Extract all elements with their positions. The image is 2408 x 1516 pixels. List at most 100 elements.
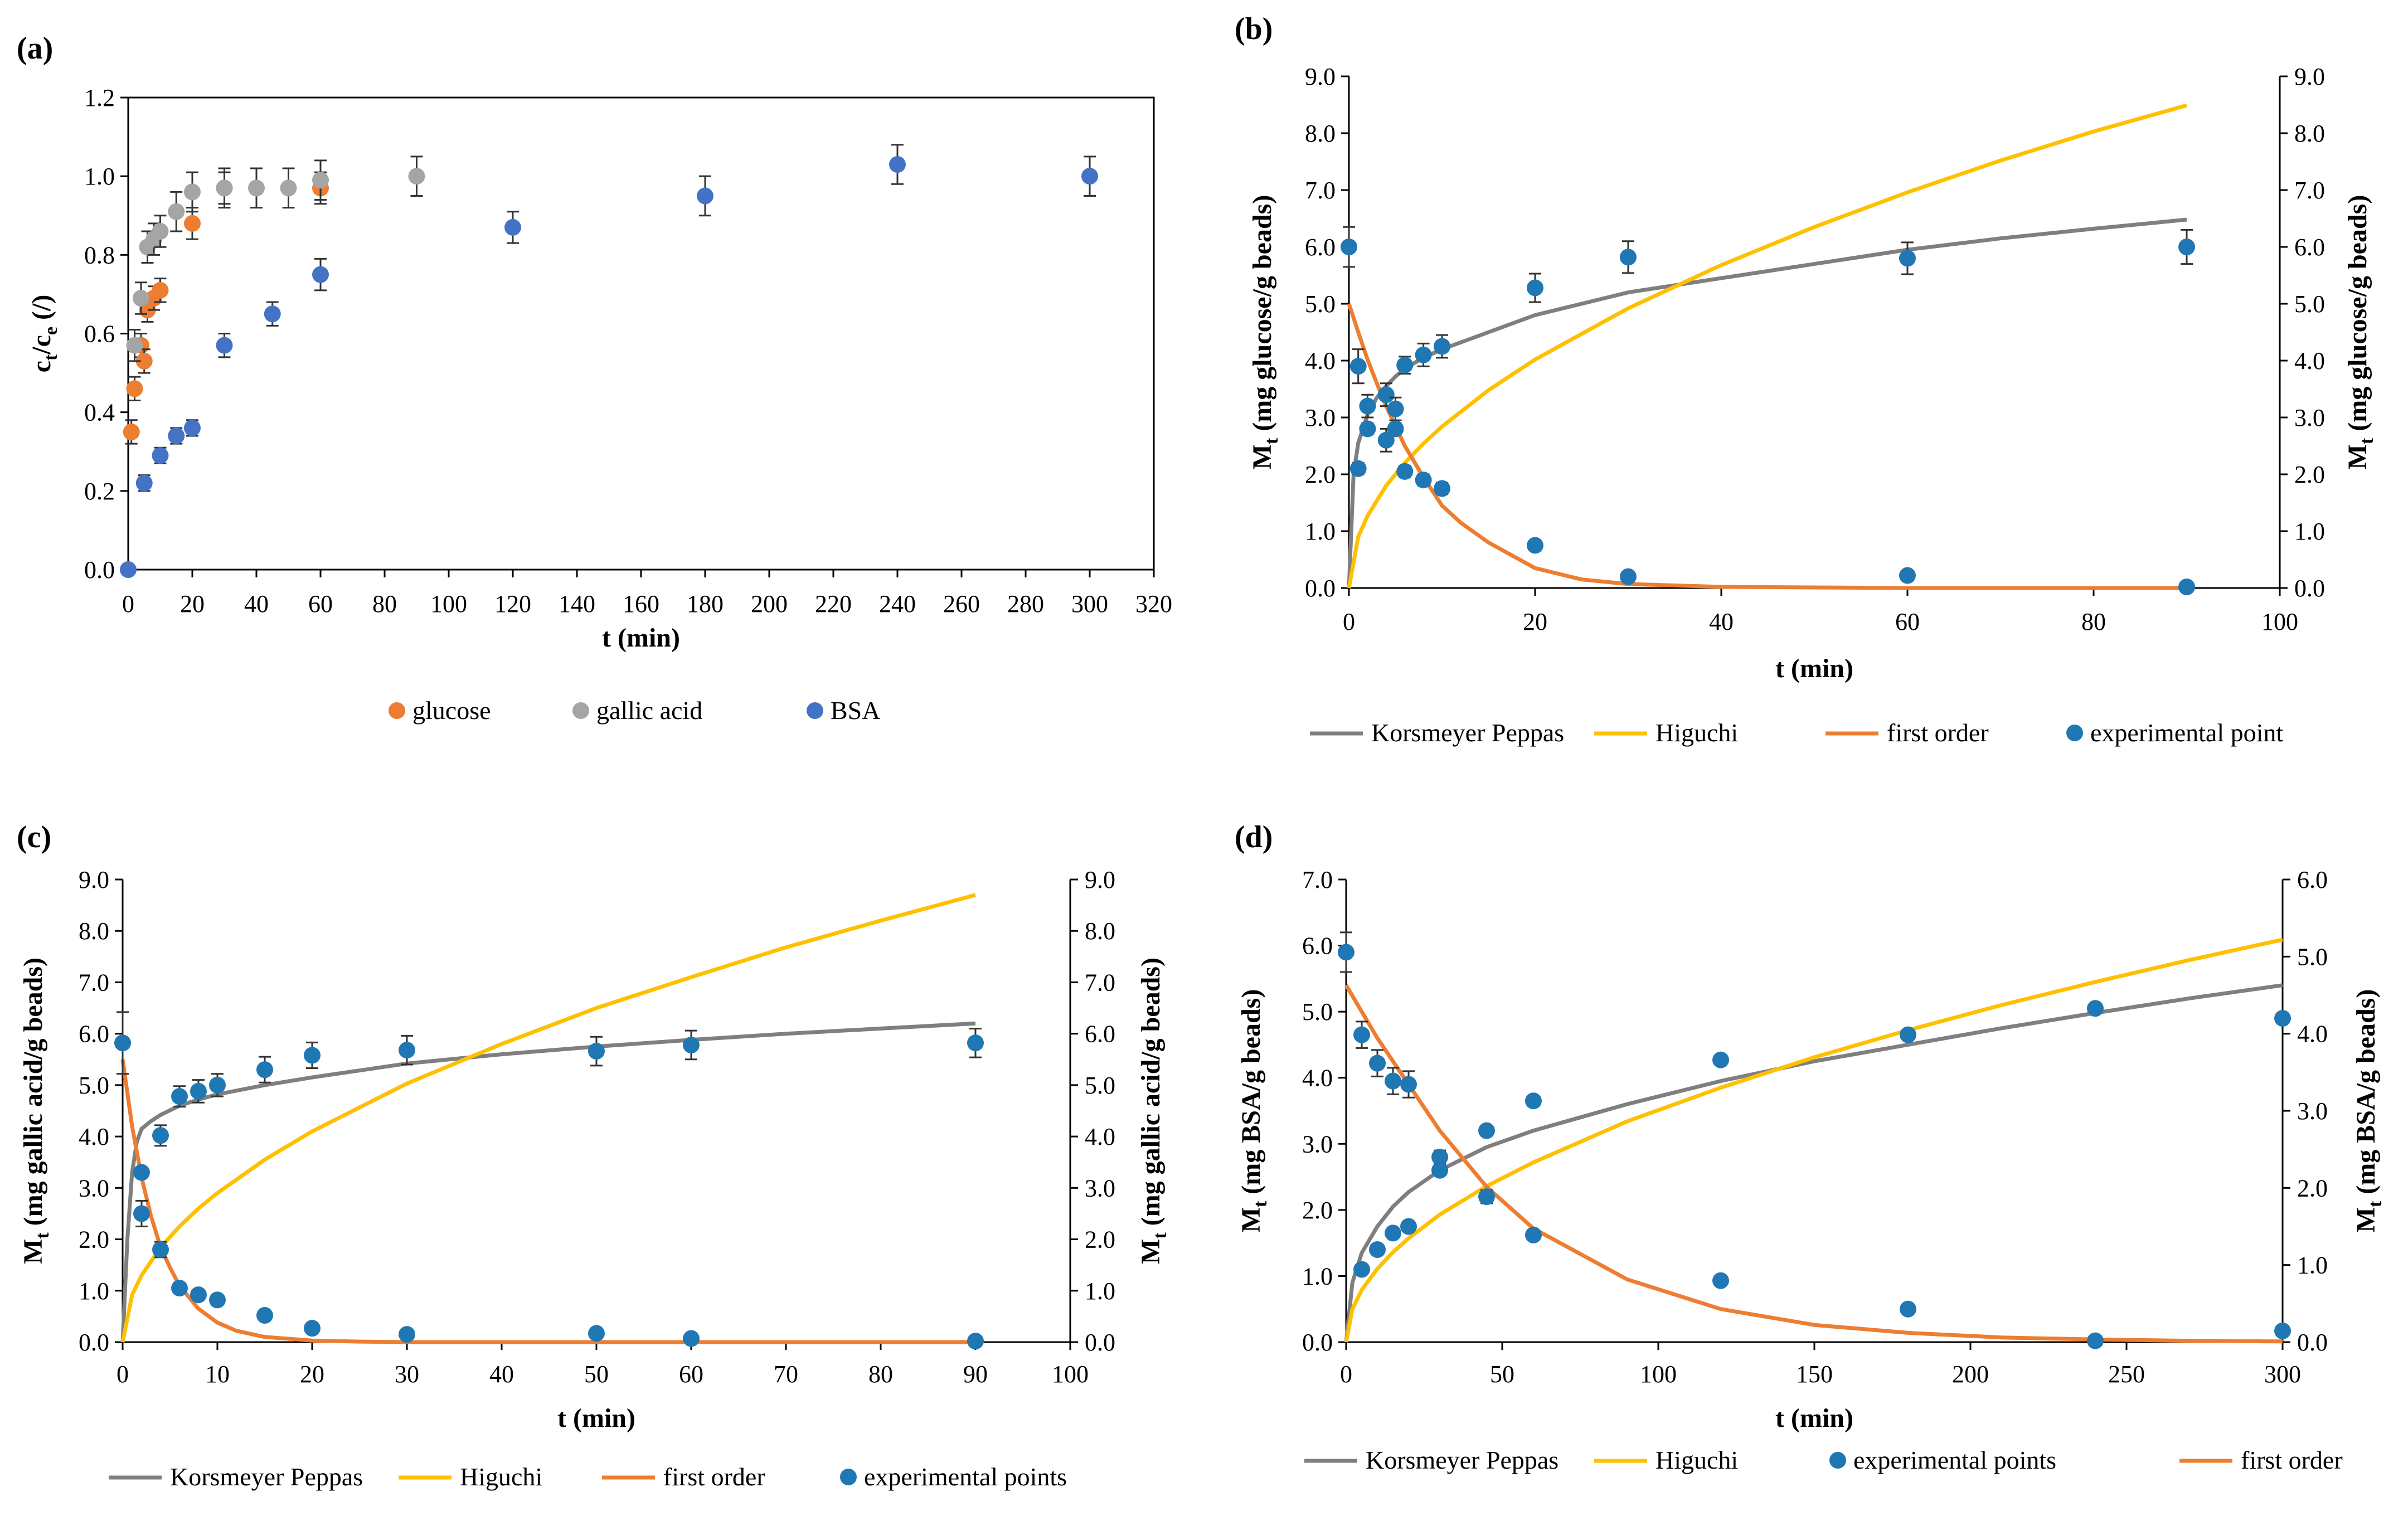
y-tick-label: 4.0 xyxy=(1305,347,1336,375)
y-axis-title-part: t xyxy=(2357,438,2377,444)
y-tick-label: 5.0 xyxy=(79,1072,109,1099)
data-point xyxy=(1434,480,1450,497)
y-tick-label: 1.0 xyxy=(84,163,115,190)
data-point xyxy=(1525,1226,1542,1243)
x-tick-label: 60 xyxy=(1895,608,1920,635)
y-tick-label-right: 5.0 xyxy=(2294,290,2325,318)
legend-swatch xyxy=(807,702,823,719)
data-point xyxy=(2178,239,2195,255)
series-line xyxy=(1344,937,2283,1343)
legend-swatch xyxy=(2066,725,2083,741)
panel-a: (a) 0 20 40 60 80 100 120 140 160 180 200 220 240 260 2… xyxy=(17,31,1172,725)
y-tick-label: 1.0 xyxy=(1302,1262,1333,1290)
legend-label: BSA xyxy=(831,696,880,725)
panel-label: (b) xyxy=(1235,12,1273,46)
y-axis-title-part: (mg glucose/g beads) xyxy=(2343,195,2372,438)
legend-swatch xyxy=(1829,1452,1846,1469)
y-tick-label-right: 7.0 xyxy=(1085,969,1115,996)
data-point xyxy=(1369,1241,1386,1258)
legend-swatch xyxy=(840,1469,857,1485)
data-point xyxy=(133,1164,150,1181)
legend-swatch xyxy=(572,702,589,719)
panel-label: (a) xyxy=(17,31,53,66)
data-point xyxy=(2087,1332,2104,1349)
x-tick-label: 20 xyxy=(300,1360,324,1388)
y-tick-label-right: 0.0 xyxy=(1085,1329,1115,1356)
y-tick-label: 2.0 xyxy=(79,1226,109,1253)
x-tick-label: 0 xyxy=(116,1360,129,1388)
y-axis-title: Mt (mg BSA/g beads) xyxy=(1236,989,1271,1233)
y-axis-title-part: (mg gallic acid/g beads) xyxy=(18,958,48,1232)
y-tick-label-right: 7.0 xyxy=(2294,177,2325,204)
data-point xyxy=(1396,463,1414,480)
data-point xyxy=(264,305,281,323)
y-axis-title-part: t xyxy=(2365,1201,2386,1207)
y-tick-label: 7.0 xyxy=(1305,177,1336,204)
data-point xyxy=(152,222,169,240)
y-axis-title: ct/ce (/) xyxy=(27,295,61,373)
y-tick-label: 4.0 xyxy=(1302,1065,1333,1092)
y-tick-label: 0.2 xyxy=(84,478,115,505)
data-point xyxy=(1899,567,1916,584)
y-axis-title-part: t xyxy=(41,354,61,361)
x-tick-label: 50 xyxy=(1490,1360,1514,1388)
data-point xyxy=(588,1325,605,1342)
data-point xyxy=(967,1034,984,1052)
data-point xyxy=(1369,1055,1386,1072)
x-tick-label: 240 xyxy=(879,590,916,618)
y-axis-title-part: e xyxy=(41,327,61,335)
y-tick-label: 4.0 xyxy=(79,1123,109,1150)
data-point xyxy=(1377,386,1395,404)
data-point xyxy=(1081,168,1098,185)
x-tick-label: 260 xyxy=(943,590,980,618)
x-tick-label: 200 xyxy=(1952,1360,1989,1388)
data-point xyxy=(190,1082,207,1100)
y-tick-label-right: 2.0 xyxy=(2297,1174,2328,1202)
data-point xyxy=(135,352,153,370)
x-tick-label: 20 xyxy=(1523,608,1547,635)
y-tick-label-right: 3.0 xyxy=(2297,1097,2328,1125)
y-tick-label: 0.0 xyxy=(1302,1329,1333,1356)
legend-label: Korsmeyer Peppas xyxy=(1371,718,1564,747)
y-tick-label-right: 9.0 xyxy=(1085,866,1115,893)
data-point xyxy=(312,172,329,189)
data-point xyxy=(209,1291,226,1309)
y-tick-label: 5.0 xyxy=(1302,998,1333,1026)
x-tick-label: 60 xyxy=(308,590,333,618)
plot-frame xyxy=(127,96,1155,571)
x-tick-label: 180 xyxy=(687,590,724,618)
data-point xyxy=(312,266,329,283)
data-point xyxy=(1359,420,1376,438)
x-tick-label: 40 xyxy=(244,590,269,618)
y-axis-title-part: t xyxy=(1261,438,1282,444)
x-tick-label: 120 xyxy=(494,590,531,618)
x-axis-title: t (min) xyxy=(602,623,680,653)
x-tick-label: 140 xyxy=(559,590,595,618)
data-point xyxy=(152,447,169,464)
x-tick-label: 40 xyxy=(1709,608,1734,635)
data-point xyxy=(1478,1122,1495,1139)
data-point xyxy=(1359,397,1376,415)
y-tick-label-right: 9.0 xyxy=(2294,63,2325,90)
x-tick-label: 100 xyxy=(1052,1360,1089,1388)
x-tick-label: 20 xyxy=(180,590,205,618)
legend-label: Korsmeyer Peppas xyxy=(1366,1446,1559,1474)
y-axis-title-part: c xyxy=(27,361,56,372)
y-tick-label-right: 4.0 xyxy=(2294,347,2325,375)
x-tick-label: 100 xyxy=(430,590,467,618)
y-tick-label: 3.0 xyxy=(1302,1130,1333,1158)
series-line xyxy=(1344,984,2283,1344)
data-point xyxy=(399,1042,415,1059)
y-tick-label-right: 2.0 xyxy=(2294,461,2325,488)
y-tick-label: 0.0 xyxy=(1305,575,1336,602)
x-tick-label: 250 xyxy=(2108,1360,2145,1388)
y-axis-title-right: Mt (mg glucose/g beads) xyxy=(2343,195,2377,470)
data-point xyxy=(168,203,185,220)
panel-label: (d) xyxy=(1235,820,1273,854)
panel-label: (c) xyxy=(17,820,51,854)
data-point xyxy=(2274,1010,2291,1027)
data-point xyxy=(1385,1225,1401,1242)
y-tick-label-right: 8.0 xyxy=(1085,917,1115,945)
y-tick-label: 6.0 xyxy=(1305,234,1336,261)
data-point xyxy=(209,1076,226,1094)
